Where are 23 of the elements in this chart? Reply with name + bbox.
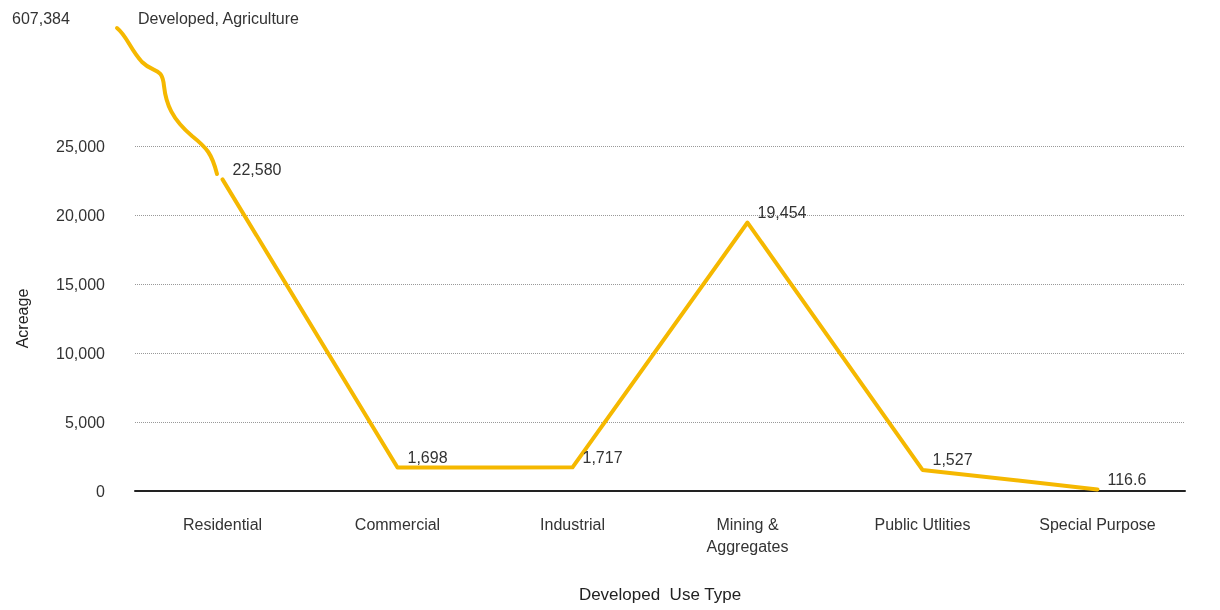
y-axis-title: Acreage bbox=[13, 288, 31, 349]
y-tick-label: 20,000 bbox=[56, 206, 106, 224]
y-tick-label: 10,000 bbox=[56, 344, 106, 362]
x-axis-title: Developed Use Type bbox=[578, 585, 742, 604]
y-tick-label: 5,000 bbox=[64, 413, 106, 431]
text: 607,384 bbox=[12, 9, 70, 27]
x-tick-label: Commercial bbox=[354, 515, 441, 533]
data-label: 1,717 bbox=[582, 448, 623, 466]
text: Developed, Agriculture bbox=[138, 9, 300, 27]
x-tick-label: Mining & Aggregates bbox=[706, 515, 789, 555]
y-tick-label: 15,000 bbox=[56, 275, 106, 293]
x-tick-label: Industrial bbox=[540, 515, 605, 533]
data-label: 1,698 bbox=[407, 449, 448, 467]
data-label: 19,454 bbox=[757, 204, 807, 222]
data-label: 116.6 bbox=[1107, 470, 1147, 488]
x-tick-label: Special Purpose bbox=[1039, 515, 1156, 533]
data-label: 1,527 bbox=[932, 451, 973, 469]
y-tick-label: 0 bbox=[96, 482, 106, 500]
line-series bbox=[220, 177, 1100, 492]
x-tick-label: Public Utlities bbox=[874, 515, 971, 533]
x-tick-label: Residential bbox=[182, 515, 263, 533]
data-label: 22,580 bbox=[232, 160, 282, 178]
y-tick-label: 25,000 bbox=[56, 137, 106, 155]
